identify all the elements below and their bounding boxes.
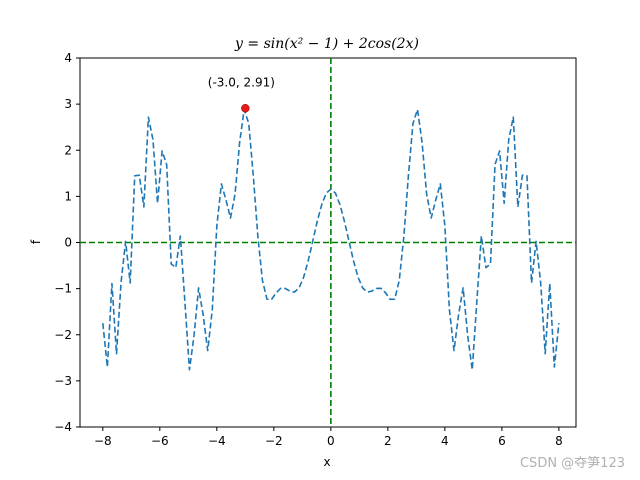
y-tick-label: 0 [64,236,72,250]
x-tick-label: 0 [327,434,335,448]
plot-area: −8 −6 −4 −2 0 2 4 6 8 −4 −3 −2 −1 0 1 2 3 4 (-3.0, 2.91) [54,51,577,448]
x-tick-label: 6 [498,434,506,448]
y-tick-label: −3 [54,374,72,388]
highlight-point [241,104,250,113]
y-tick-label: 3 [64,97,72,111]
watermark: CSDN @夺笋123 [520,455,625,471]
highlight-point-label: (-3.0, 2.91) [208,75,275,89]
x-tick-label: −2 [265,434,283,448]
x-axis-label: x [323,455,330,469]
y-tick-label: 1 [64,189,72,203]
y-tick-label: −2 [54,328,72,342]
x-tick-label: −4 [208,434,226,448]
y-tick-label: 4 [64,51,72,65]
x-tick-label: 4 [441,434,449,448]
y-axis-label: f [29,239,43,244]
x-tick-label: 8 [555,434,563,448]
function-curve [102,108,560,371]
x-tick-label: 2 [384,434,392,448]
y-tick-label: −1 [54,282,72,296]
chart-title: y = sin(x² − 1) + 2cos(2x) [234,36,419,52]
y-tick-label: −4 [54,420,72,434]
y-tick-label: 2 [64,143,72,157]
x-tick-label: −8 [94,434,112,448]
x-tick-label: −6 [151,434,169,448]
